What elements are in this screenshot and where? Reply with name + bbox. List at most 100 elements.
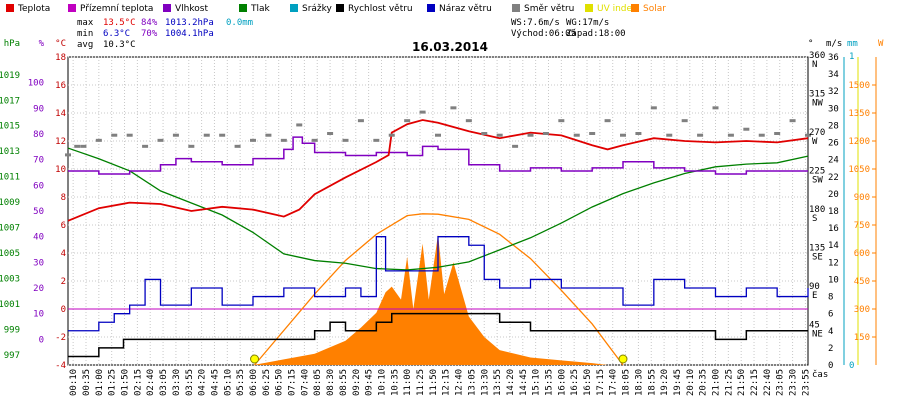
legend-item: Přízemní teplota: [68, 4, 153, 14]
w-tick: 600: [854, 249, 870, 259]
wind-dir-point: [280, 138, 287, 142]
wind-dir-point: [142, 144, 149, 148]
w-tick: 1350: [848, 109, 870, 119]
time-tick: 13:05: [467, 369, 477, 396]
time-tick: 00:35: [82, 369, 92, 396]
temperature-line: [67, 119, 809, 222]
time-tick: 11:00: [403, 369, 413, 396]
wind-dir-point: [373, 138, 380, 142]
time-tick: 17:15: [596, 369, 606, 396]
legend-label: Vlhkost: [175, 4, 208, 14]
time-tick: 08:55: [339, 369, 349, 396]
hpa-axis-tick: 1007: [0, 224, 20, 234]
time-tick: 23:55: [801, 369, 811, 396]
legend: Teplota Přízemní teplota Vlhkost Tlak Srážky…: [6, 4, 666, 14]
time-tick: 00:10: [69, 369, 79, 396]
time-tick: 16:25: [570, 369, 580, 396]
legend-label: Solar: [643, 4, 666, 14]
time-tick: 02:40: [146, 369, 156, 396]
time-tick: 08:05: [313, 369, 323, 396]
legend-label: Směr větru: [524, 4, 574, 14]
time-tick: 08:30: [326, 369, 336, 396]
sun-position-line: [254, 213, 624, 366]
pct-axis-tick: 70: [33, 156, 44, 166]
wind-dir-point: [542, 132, 549, 135]
w-tick: 1050: [848, 165, 870, 175]
legend-swatch: [512, 4, 520, 12]
ms-tick: 0: [828, 361, 833, 371]
ms-tick: 6: [828, 310, 833, 320]
stat-min-label: min: [77, 29, 93, 39]
legend-swatch: [239, 4, 247, 12]
ms-tick: 22: [828, 173, 839, 183]
ms-tick: 18: [828, 207, 839, 217]
ms-tick: 16: [828, 224, 839, 234]
time-tick: 18:55: [647, 369, 657, 396]
ms-tick: 2: [828, 344, 833, 354]
wind-dir-point: [481, 132, 488, 135]
temp-axis-tick: 2: [61, 277, 66, 287]
humidity-line: [68, 136, 808, 175]
stat-max-label: max: [77, 18, 94, 28]
legend-swatch: [336, 4, 344, 12]
pct-axis-tick: 90: [33, 104, 44, 114]
stat-avg-temp: 10.3°C: [103, 40, 136, 50]
legend-swatch: [427, 4, 435, 12]
wind-speed-line: [68, 312, 808, 358]
wind-dir-point: [681, 119, 688, 123]
time-tick: 22:15: [750, 369, 760, 396]
time-tick: 23:30: [789, 369, 799, 396]
w-tick: 450: [854, 277, 870, 287]
hpa-axis-tick: 999: [4, 325, 20, 335]
legend-item: Vlhkost: [163, 4, 208, 14]
ms-tick: 4: [828, 327, 833, 337]
legend-label: Náraz větru: [439, 4, 492, 14]
time-tick: 03:55: [185, 369, 195, 396]
time-tick: 13:55: [493, 369, 503, 396]
solar-radiation-area: [253, 234, 608, 365]
time-tick: 11:50: [429, 369, 439, 396]
wind-dir-point: [111, 133, 118, 137]
wind-dir-point: [342, 138, 349, 142]
wind-dir-point: [727, 133, 734, 137]
wind-dir-point: [573, 133, 580, 137]
pct-axis-tick: 30: [33, 258, 44, 268]
mm-unit: mm: [847, 39, 858, 49]
pct-axis-tick: 10: [33, 310, 44, 320]
legend-item: Tlak: [239, 4, 271, 14]
time-tick: 05:35: [236, 369, 246, 396]
temp-axis-tick: 8: [61, 193, 66, 203]
time-tick: 16:50: [583, 369, 593, 396]
wind-dir-point: [435, 133, 441, 137]
pct-axis-tick: 50: [33, 207, 44, 217]
time-tick: 15:35: [544, 369, 554, 396]
dir-tick: 360: [809, 51, 825, 61]
ms-tick: 28: [828, 121, 839, 131]
time-tick: 04:45: [210, 369, 220, 396]
time-tick: 06:00: [249, 369, 259, 396]
hpa-axis-tick: 1005: [0, 249, 20, 259]
wind-dir-point: [234, 144, 241, 148]
wind-dir-point: [774, 132, 781, 135]
w-tick: 150: [854, 333, 870, 343]
wind-dir-point: [558, 119, 565, 123]
time-tick: 18:05: [622, 369, 632, 396]
temp-axis-tick: 0: [61, 305, 66, 315]
mm-tick: 0: [849, 361, 854, 371]
dir-name: W: [812, 137, 818, 147]
ms-tick: 12: [828, 258, 839, 268]
legend-label: Rychlost větru: [348, 4, 413, 14]
wind-dir-point: [527, 133, 534, 137]
stat-avg-label: avg: [77, 40, 93, 50]
wind-dir-point: [650, 106, 657, 110]
temp-axis-unit: °C: [55, 39, 66, 49]
time-tick: 16:00: [557, 369, 567, 396]
dir-name: SE: [812, 253, 823, 263]
wind-dir-point: [265, 133, 272, 137]
legend-swatch: [290, 4, 298, 12]
wind-dir-point: [604, 119, 611, 123]
dir-tick: 135: [809, 244, 825, 254]
hpa-axis-tick: 1009: [0, 198, 20, 208]
time-tick: 07:15: [288, 369, 298, 396]
temp-axis-tick: -4: [55, 361, 66, 371]
